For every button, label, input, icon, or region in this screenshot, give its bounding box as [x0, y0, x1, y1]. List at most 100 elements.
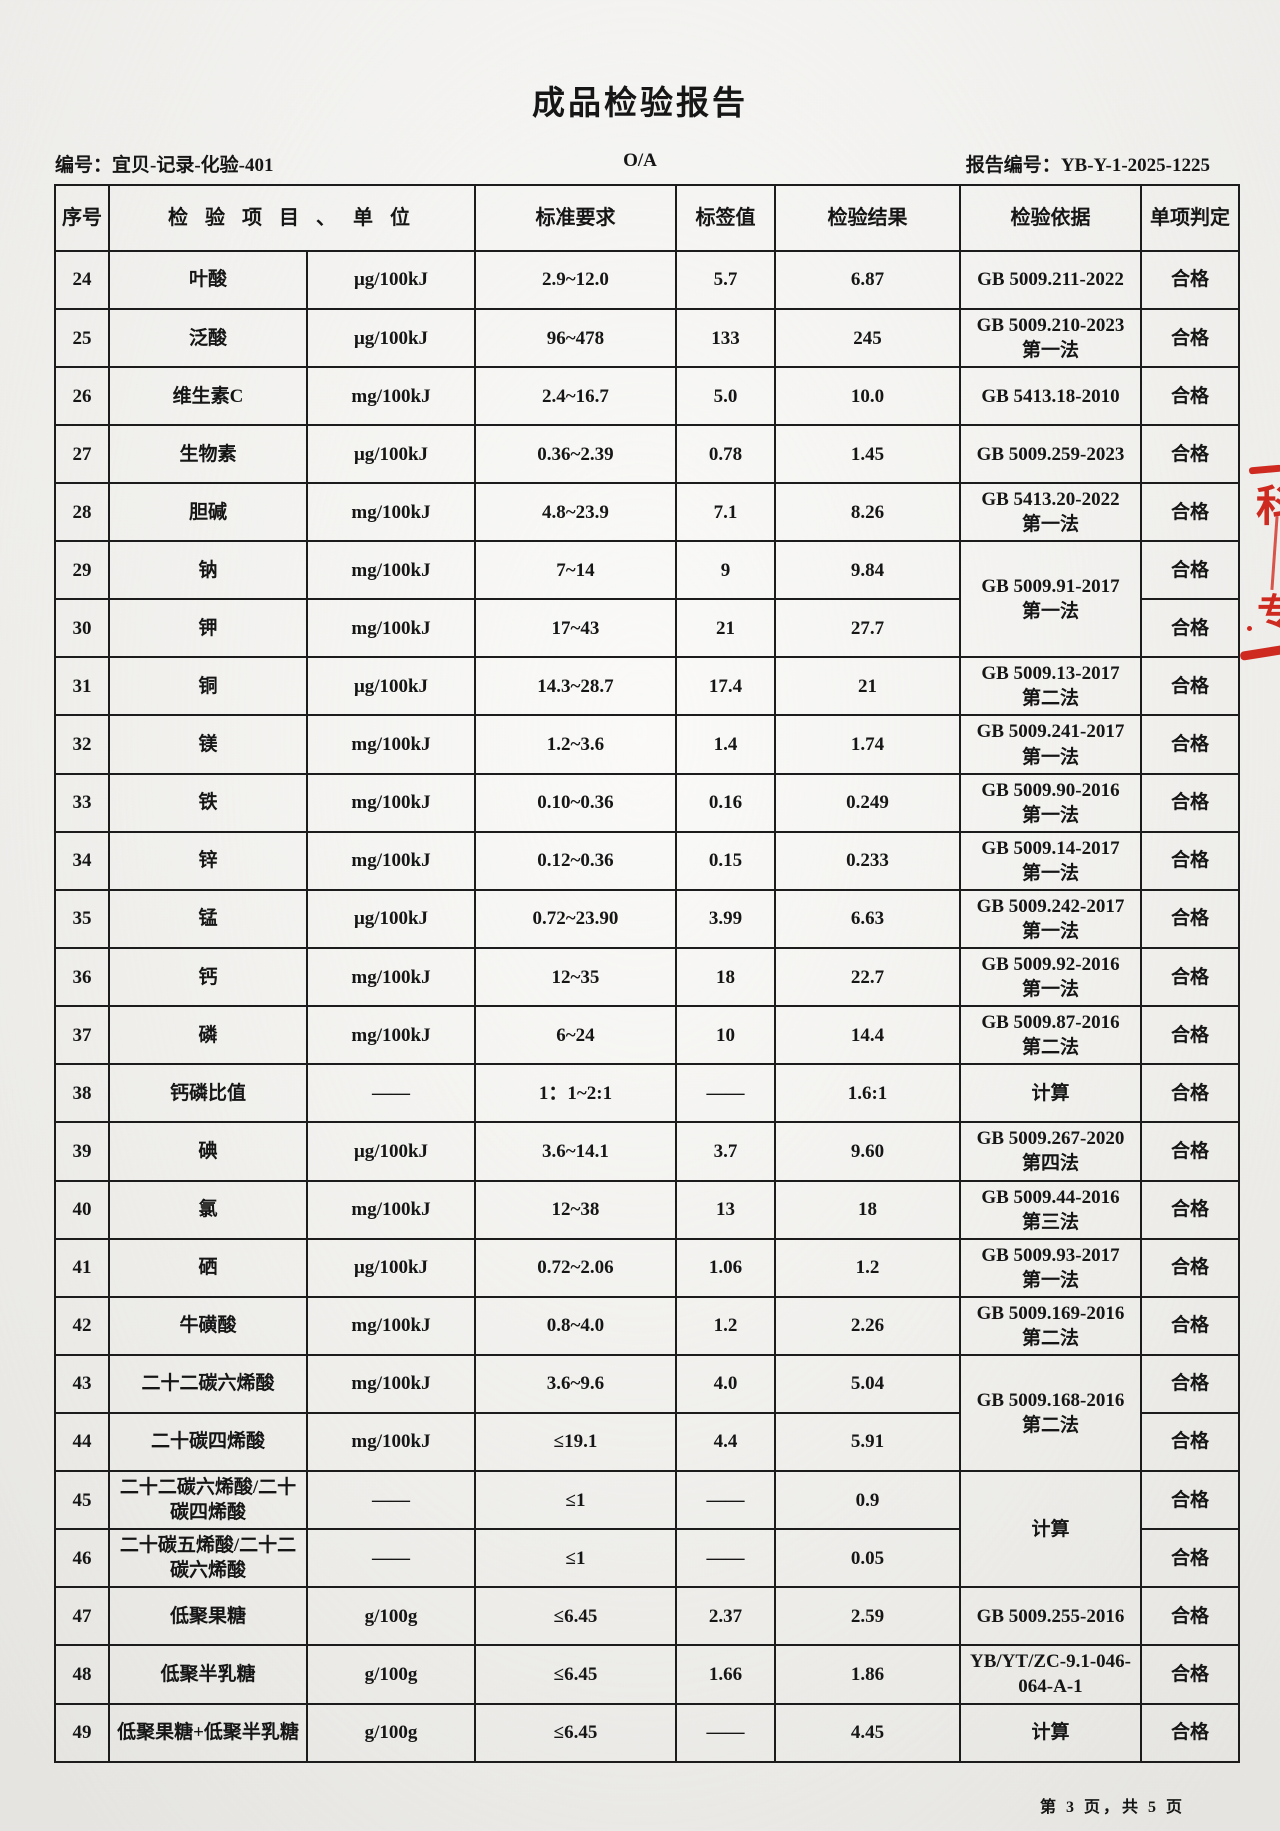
cell-serial-number: 39 — [54, 1121, 110, 1182]
red-dot-icon — [1247, 626, 1252, 631]
cell-item-verdict: 合格 — [1140, 366, 1240, 427]
cell-unit: mg/100kJ — [306, 1005, 476, 1066]
cell-item-verdict: 合格 — [1140, 656, 1240, 717]
cell-item-verdict: 合格 — [1140, 1121, 1240, 1182]
cell-standard-requirement: 1.2~3.6 — [474, 714, 677, 775]
cell-test-basis: 计算 — [959, 1063, 1142, 1124]
column-header-3: 标签值 — [675, 184, 776, 252]
table-row: 27 生物素 μg/100kJ 0.36~2.39 0.78 1.45 GB 5009.25… — [54, 424, 1240, 485]
cell-label-value: 3.99 — [675, 888, 776, 950]
cell-item-verdict: 合格 — [1140, 1470, 1240, 1531]
cell-test-result: 6.63 — [774, 888, 961, 950]
cell-item-name: 氯 — [108, 1179, 308, 1240]
cell-test-result: 0.05 — [774, 1528, 961, 1589]
table-row: 33 铁 mg/100kJ 0.10~0.36 0.16 0.249 GB 5009.90-… — [54, 772, 1240, 833]
cell-test-basis: YB/YT/ZC-9.1-046- 064-A-1 — [959, 1644, 1142, 1705]
cell-test-result: 245 — [774, 307, 961, 369]
cell-item-verdict: 合格 — [1140, 1179, 1240, 1240]
cell-standard-requirement: ≤19.1 — [474, 1412, 677, 1473]
cell-item-verdict: 合格 — [1140, 1354, 1240, 1415]
cell-unit: mg/100kJ — [306, 1354, 476, 1415]
cell-item-name: 硒 — [108, 1237, 308, 1298]
cell-unit: mg/100kJ — [306, 598, 476, 659]
cell-standard-requirement: 1：1~2:1 — [474, 1063, 677, 1124]
cell-test-basis: GB 5009.259-2023 — [959, 424, 1142, 485]
cell-test-basis: GB 5009.44-2016 第三法 — [959, 1179, 1142, 1240]
column-header-5: 检验依据 — [959, 184, 1142, 252]
cell-test-basis: GB 5009.14-2017 第一法 — [959, 830, 1142, 891]
cell-serial-number: 24 — [54, 250, 110, 310]
cell-test-result: 0.233 — [774, 830, 961, 891]
cell-unit: μg/100kJ — [306, 1237, 476, 1298]
cell-test-result: 27.7 — [774, 598, 961, 659]
cell-standard-requirement: 3.6~14.1 — [474, 1121, 677, 1182]
cell-test-basis: GB 5413.20-2022 第一法 — [959, 482, 1142, 543]
cell-item-name: 碘 — [108, 1121, 308, 1182]
cell-item-verdict: 合格 — [1140, 540, 1240, 601]
table-row: 26 维生素C mg/100kJ 2.4~16.7 5.0 10.0 GB 5413.18-… — [54, 366, 1240, 427]
cell-item-verdict: 合格 — [1140, 1063, 1240, 1124]
cell-test-result: 5.91 — [774, 1412, 961, 1473]
cell-item-name: 二十碳五烯酸/二十二碳六烯酸 — [108, 1528, 308, 1589]
cell-label-value: —— — [675, 1470, 776, 1531]
cell-test-result: 1.74 — [774, 714, 961, 775]
cell-test-result: 14.4 — [774, 1005, 961, 1066]
cell-label-value: —— — [675, 1063, 776, 1124]
cell-standard-requirement: 2.9~12.0 — [474, 250, 677, 310]
column-header-1: 检 验 项 目 、 单 位 — [108, 184, 476, 252]
cell-serial-number: 37 — [54, 1005, 110, 1066]
cell-serial-number: 43 — [54, 1354, 110, 1415]
cell-test-result: 18 — [774, 1179, 961, 1240]
cell-serial-number: 48 — [54, 1644, 110, 1705]
cell-test-basis: GB 5009.242-2017 第一法 — [959, 888, 1142, 950]
doc-number-label: 编号： — [55, 155, 113, 176]
cell-standard-requirement: 0.72~23.90 — [474, 888, 677, 950]
table-row: 44 二十碳四烯酸 mg/100kJ ≤19.1 4.4 5.91 合格 — [54, 1412, 1240, 1473]
cell-label-value: 4.0 — [675, 1354, 776, 1415]
cell-standard-requirement: ≤6.45 — [474, 1702, 677, 1763]
cell-test-result: 5.04 — [774, 1354, 961, 1415]
table-row: 47 低聚果糖 g/100g ≤6.45 2.37 2.59 GB 5009.255-201… — [54, 1586, 1240, 1647]
cell-item-name: 钠 — [108, 540, 308, 601]
table-row: 39 碘 μg/100kJ 3.6~14.1 3.7 9.60 GB 5009.267-20… — [54, 1121, 1240, 1182]
table-row: 42 牛磺酸 mg/100kJ 0.8~4.0 1.2 2.26 GB 5009.169-2… — [54, 1295, 1240, 1357]
cell-item-verdict: 合格 — [1140, 772, 1240, 833]
cell-serial-number: 47 — [54, 1586, 110, 1647]
cell-standard-requirement: 12~35 — [474, 947, 677, 1008]
cell-unit: μg/100kJ — [306, 307, 476, 369]
cell-item-verdict: 合格 — [1140, 714, 1240, 775]
cell-test-basis: GB 5009.211-2022 — [959, 250, 1142, 310]
cell-serial-number: 41 — [54, 1237, 110, 1298]
cell-item-verdict: 合格 — [1140, 1005, 1240, 1066]
table-row: 35 锰 μg/100kJ 0.72~23.90 3.99 6.63 GB 5009.242… — [54, 888, 1240, 950]
cell-item-name: 二十二碳六烯酸 — [108, 1354, 308, 1415]
table-header: 序号检 验 项 目 、 单 位标准要求 标签值 检验结果 检验依据 单项判定 — [54, 184, 1240, 252]
cell-standard-requirement: ≤1 — [474, 1470, 677, 1531]
red-line-icon — [1270, 515, 1279, 591]
cell-serial-number: 33 — [54, 772, 110, 833]
cell-item-name: 二十碳四烯酸 — [108, 1412, 308, 1473]
cell-unit: mg/100kJ — [306, 947, 476, 1008]
cell-item-name: 二十二碳六烯酸/二十碳四烯酸 — [108, 1470, 308, 1531]
cell-standard-requirement: 0.10~0.36 — [474, 772, 677, 833]
cell-test-result: 10.0 — [774, 366, 961, 427]
report-number: 报告编号：YB-Y-1-2025-1225 — [966, 150, 1210, 177]
cell-label-value: 2.37 — [675, 1586, 776, 1647]
cell-test-basis: GB 5009.87-2016 第二法 — [959, 1005, 1142, 1066]
cell-test-result: 9.60 — [774, 1121, 961, 1182]
cell-item-name: 低聚果糖 — [108, 1586, 308, 1647]
cell-label-value: 4.4 — [675, 1412, 776, 1473]
table-row: 31 铜 μg/100kJ 14.3~28.7 17.4 21 GB 5009.13-201… — [54, 656, 1240, 717]
cell-test-basis: GB 5009.210-2023 第一法 — [959, 307, 1142, 369]
cell-unit: g/100g — [306, 1644, 476, 1705]
cell-serial-number: 44 — [54, 1412, 110, 1473]
cell-standard-requirement: 96~478 — [474, 307, 677, 369]
doc-number-value: 宜贝-记录-化验-401 — [112, 155, 274, 176]
cell-serial-number: 46 — [54, 1528, 110, 1589]
cell-unit: μg/100kJ — [306, 424, 476, 485]
cell-standard-requirement: 2.4~16.7 — [474, 366, 677, 427]
cell-item-name: 钙 — [108, 947, 308, 1008]
cell-serial-number: 32 — [54, 714, 110, 775]
cell-label-value: 7.1 — [675, 482, 776, 543]
